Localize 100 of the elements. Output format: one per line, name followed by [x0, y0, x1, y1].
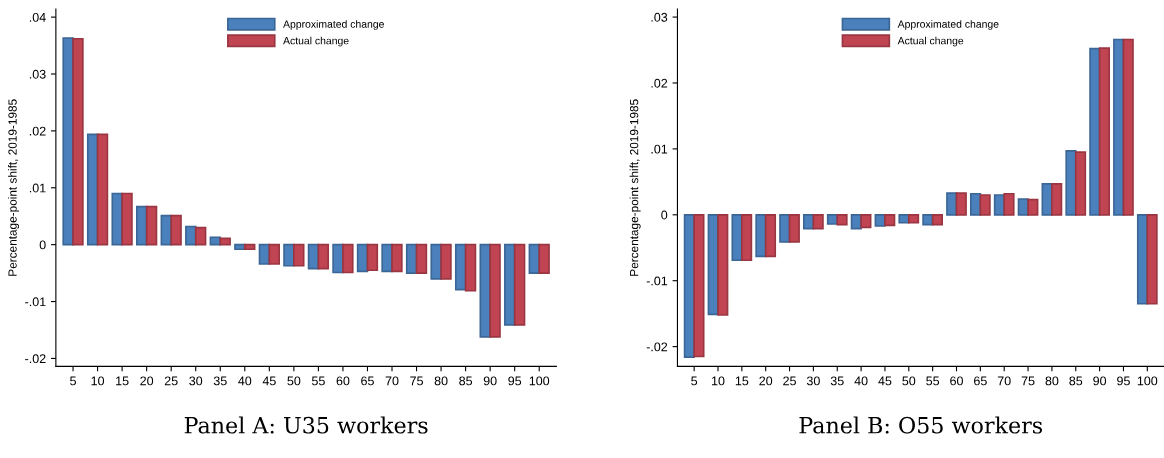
- bar: [489, 243, 501, 338]
- y-tick-label: -.01: [646, 276, 668, 286]
- bar: [1003, 192, 1015, 216]
- bar: [788, 213, 800, 243]
- bar: [946, 192, 958, 216]
- x-tick-label: 75: [410, 376, 423, 386]
- x-tick-label: 15: [735, 376, 749, 386]
- bar: [693, 213, 705, 358]
- x-tick-label: 70: [997, 376, 1011, 386]
- x-tick-label: 30: [189, 376, 203, 386]
- bar: [931, 213, 944, 226]
- bar: [741, 213, 753, 262]
- bar: [969, 192, 982, 216]
- y-axis-title: Percentage-point shift, 2019-1985: [8, 99, 20, 276]
- x-tick-label: 25: [783, 376, 796, 386]
- bar: [1089, 47, 1101, 216]
- bar: [812, 213, 824, 230]
- x-tick-label: 100: [1137, 376, 1158, 386]
- bar: [907, 213, 920, 224]
- bar: [170, 214, 182, 246]
- x-tick-label: 85: [459, 376, 473, 386]
- bar: [884, 213, 896, 227]
- x-tick-label: 15: [116, 376, 129, 386]
- x-tick-label: 10: [712, 376, 725, 386]
- x-tick-label: 45: [878, 376, 892, 386]
- text: Panel A: U35 workers: [184, 416, 428, 434]
- x-tick-label: 95: [508, 376, 522, 386]
- bar: [979, 194, 991, 216]
- x-tick-label: 90: [1093, 376, 1107, 386]
- y-axis-title: Percentage-point shift, 2019-1985: [629, 99, 641, 276]
- bar: [268, 243, 280, 265]
- bar: [391, 243, 403, 273]
- x-tick-label: 20: [140, 376, 154, 386]
- bar: [219, 237, 231, 246]
- bar: [538, 243, 550, 274]
- bar: [1122, 38, 1134, 216]
- bar: [317, 243, 330, 270]
- bar: [415, 243, 428, 274]
- y-tick-label: .01: [29, 183, 46, 193]
- bar: [922, 213, 934, 226]
- bar: [366, 243, 379, 272]
- bar: [243, 243, 256, 251]
- x-tick-label: 80: [434, 376, 448, 386]
- bar: [898, 213, 910, 224]
- y-tick-label: -.01: [25, 297, 46, 307]
- y-tick-label: 0: [39, 240, 46, 250]
- x-tick-label: 85: [1069, 376, 1083, 386]
- x-tick-label: 100: [529, 376, 550, 386]
- x-tick-label: 10: [91, 376, 105, 386]
- bar: [1051, 182, 1063, 216]
- x-tick-label: 65: [361, 376, 374, 386]
- bar: [860, 213, 872, 229]
- x-tick-label: 95: [1117, 376, 1130, 386]
- bar: [836, 213, 848, 226]
- x-tick-label: 40: [854, 376, 868, 386]
- bar: [779, 213, 791, 243]
- x-tick-label: 90: [483, 376, 497, 386]
- bar: [1146, 213, 1158, 305]
- legend-label: Approximated change: [897, 20, 999, 30]
- bar: [1074, 151, 1087, 216]
- x-tick-label: 40: [238, 376, 252, 386]
- bar: [1098, 47, 1110, 216]
- x-tick-label: 25: [164, 376, 178, 386]
- y-tick-label: .04: [29, 12, 46, 22]
- bar: [1027, 198, 1039, 216]
- x-tick-label: 35: [830, 376, 844, 386]
- y-tick-label: .02: [651, 78, 668, 88]
- bar: [1065, 150, 1077, 216]
- x-tick-label: 55: [926, 376, 940, 386]
- x-tick-label: 60: [950, 376, 963, 386]
- x-tick-label: 30: [806, 376, 820, 386]
- y-tick-label: .03: [29, 69, 46, 79]
- bar: [513, 243, 526, 326]
- y-tick-label: -.02: [25, 354, 46, 364]
- y-tick-label: .01: [651, 144, 668, 154]
- text: Panel B: O55 workers: [799, 416, 1043, 434]
- y-tick-label: .03: [651, 12, 668, 22]
- bar: [955, 192, 967, 216]
- x-tick-label: 45: [262, 376, 276, 386]
- bar: [464, 243, 477, 292]
- x-tick-label: 50: [287, 376, 301, 386]
- x-tick-label: 80: [1045, 376, 1059, 386]
- x-tick-label: 50: [902, 376, 916, 386]
- y-tick-label: -.02: [646, 342, 668, 352]
- bar: [121, 192, 133, 246]
- y-tick-label: .02: [29, 126, 46, 136]
- bar: [342, 243, 354, 274]
- bar: [194, 226, 207, 246]
- x-tick-label: 75: [1021, 376, 1035, 386]
- x-tick-label: 5: [691, 376, 698, 386]
- x-tick-label: 60: [336, 376, 350, 386]
- legend-label: Approximated change: [283, 20, 384, 30]
- x-tick-label: 20: [759, 376, 773, 386]
- bar: [440, 243, 452, 280]
- bar: [72, 37, 84, 246]
- x-tick-label: 70: [385, 376, 399, 386]
- x-tick-label: 5: [70, 376, 76, 386]
- legend-label: Actual change: [283, 36, 349, 47]
- y-tick-label: 0: [661, 210, 668, 220]
- bar: [764, 213, 777, 258]
